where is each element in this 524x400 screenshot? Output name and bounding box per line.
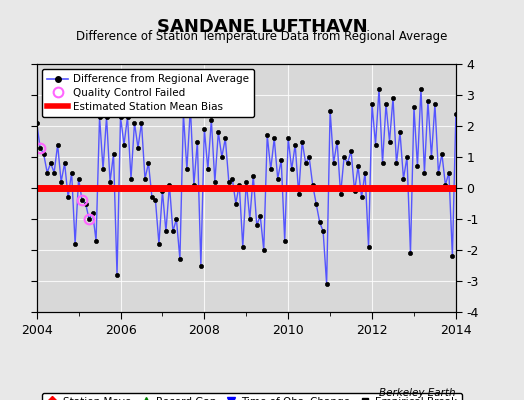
Text: Berkeley Earth: Berkeley Earth xyxy=(379,388,456,398)
Text: Difference of Station Temperature Data from Regional Average: Difference of Station Temperature Data f… xyxy=(77,30,447,43)
Text: SANDANE LUFTHAVN: SANDANE LUFTHAVN xyxy=(157,18,367,36)
Legend: Station Move, Record Gap, Time of Obs. Change, Empirical Break: Station Move, Record Gap, Time of Obs. C… xyxy=(42,393,462,400)
